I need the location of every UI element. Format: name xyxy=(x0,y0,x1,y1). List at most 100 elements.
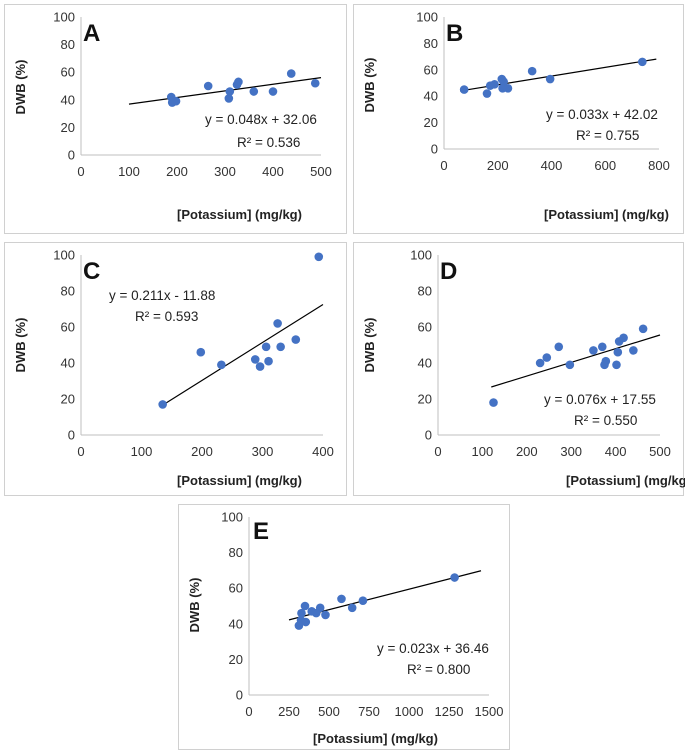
x-tick-label: 500 xyxy=(318,704,340,719)
data-point xyxy=(314,252,324,262)
y-tick-label: 40 xyxy=(229,616,243,631)
r-squared-label: R² = 0.593 xyxy=(135,309,198,324)
scatter-chart-c: 0 20 40 60 80 100 0 100 200 300 400 Cy = 0.211x - 1… xyxy=(13,248,334,489)
data-point xyxy=(261,342,271,352)
chart-a-axes: 0 20 40 60 80 100 0 100 200 300 400 500 Ay = 0.048x … xyxy=(13,10,332,223)
data-point xyxy=(535,358,545,368)
data-point xyxy=(490,80,499,89)
panel-label-c: C xyxy=(83,258,100,285)
y-tick-label: 60 xyxy=(61,320,75,335)
x-tick-label: 200 xyxy=(516,444,538,459)
x-tick-label: 400 xyxy=(312,444,334,459)
x-tick-label: 100 xyxy=(472,444,494,459)
data-point xyxy=(612,360,621,370)
x-tick-label: 300 xyxy=(252,444,274,459)
y-tick-label: 80 xyxy=(61,37,75,52)
trendline xyxy=(162,303,324,406)
x-tick-label: 800 xyxy=(648,158,670,173)
y-tick-label: 40 xyxy=(418,356,432,371)
chart-c-axes: 0 20 40 60 80 100 0 100 200 300 400 Cy = 0.211x - 1… xyxy=(13,248,334,489)
data-point xyxy=(286,69,296,78)
x-tick-label: 400 xyxy=(605,444,627,459)
x-axis-title: [Potassium] (mg/kg) xyxy=(566,473,685,488)
x-tick-label: 500 xyxy=(649,444,671,459)
regression-equation: y = 0.048x + 32.06 xyxy=(205,112,317,127)
y-tick-label: 100 xyxy=(416,10,438,25)
y-tick-label: 100 xyxy=(221,510,243,525)
panel-label-e: E xyxy=(253,518,269,545)
data-point xyxy=(545,74,555,84)
data-point xyxy=(597,342,607,352)
y-tick-label: 0 xyxy=(68,148,75,163)
data-point xyxy=(315,603,325,613)
x-tick-label: 600 xyxy=(594,158,616,173)
x-tick-label: 400 xyxy=(541,158,563,173)
x-tick-label: 0 xyxy=(434,444,441,459)
trendline xyxy=(128,77,322,105)
x-tick-label: 1500 xyxy=(475,704,504,719)
y-tick-label: 60 xyxy=(424,62,438,77)
x-tick-label: 0 xyxy=(77,444,84,459)
x-tick-label: 0 xyxy=(245,704,252,719)
y-tick-label: 20 xyxy=(418,392,432,407)
data-point xyxy=(276,342,285,352)
y-tick-label: 20 xyxy=(424,115,438,130)
r-squared-label: R² = 0.550 xyxy=(574,413,637,428)
y-tick-label: 60 xyxy=(418,320,432,335)
data-point xyxy=(268,87,278,96)
y-tick-label: 0 xyxy=(425,428,432,443)
data-point xyxy=(273,319,282,328)
x-axis-title: [Potassium] (mg/kg) xyxy=(177,473,302,488)
data-point xyxy=(171,96,181,106)
y-axis-title: DWB (%) xyxy=(13,318,28,373)
y-tick-label: 40 xyxy=(61,356,75,371)
data-point xyxy=(613,347,623,357)
y-tick-label: 20 xyxy=(61,392,75,407)
data-point xyxy=(203,81,213,91)
chart-b-axes: 0 20 40 60 80 100 0 200 400 600 800 By = 0.033x + 4… xyxy=(362,10,670,223)
data-point xyxy=(482,89,492,98)
data-point xyxy=(503,83,513,93)
data-point xyxy=(489,398,498,407)
data-point xyxy=(300,601,310,611)
r-squared-label: R² = 0.536 xyxy=(237,135,300,150)
data-point xyxy=(554,342,564,352)
chart-d-axes: 0 20 40 60 80 100 0 100 200 300 400 500 Dy = 0.076x … xyxy=(362,248,685,489)
data-point xyxy=(638,324,648,334)
data-point xyxy=(297,608,306,618)
x-tick-label: 200 xyxy=(487,158,509,173)
x-tick-label: 300 xyxy=(214,164,236,179)
data-point xyxy=(310,78,320,88)
data-point xyxy=(527,66,537,76)
y-tick-label: 0 xyxy=(236,688,243,703)
data-point xyxy=(542,353,552,362)
x-tick-label: 500 xyxy=(310,164,332,179)
y-tick-label: 20 xyxy=(61,120,75,135)
data-point xyxy=(321,610,330,620)
y-axis-title: DWB (%) xyxy=(187,578,202,633)
x-axis-title: [Potassium] (mg/kg) xyxy=(313,731,438,746)
panel-label-a: A xyxy=(83,20,100,47)
scatter-chart-b: 0 20 40 60 80 100 0 200 400 600 800 By = 0.033x + 4… xyxy=(362,10,670,223)
x-tick-label: 100 xyxy=(131,444,153,459)
y-tick-label: 0 xyxy=(431,142,438,157)
data-point xyxy=(196,347,206,357)
y-axis-title: DWB (%) xyxy=(362,318,377,373)
data-point xyxy=(264,356,273,366)
r-squared-label: R² = 0.800 xyxy=(407,662,470,677)
x-tick-label: 750 xyxy=(358,704,380,719)
x-tick-label: 0 xyxy=(77,164,84,179)
y-tick-label: 80 xyxy=(229,545,243,560)
data-point xyxy=(450,573,459,582)
y-tick-label: 100 xyxy=(53,10,75,25)
trendline xyxy=(491,334,661,388)
regression-equation: y = 0.211x - 11.88 xyxy=(109,288,215,303)
x-axis-title: [Potassium] (mg/kg) xyxy=(177,207,302,222)
panel-label-b: B xyxy=(446,20,463,47)
